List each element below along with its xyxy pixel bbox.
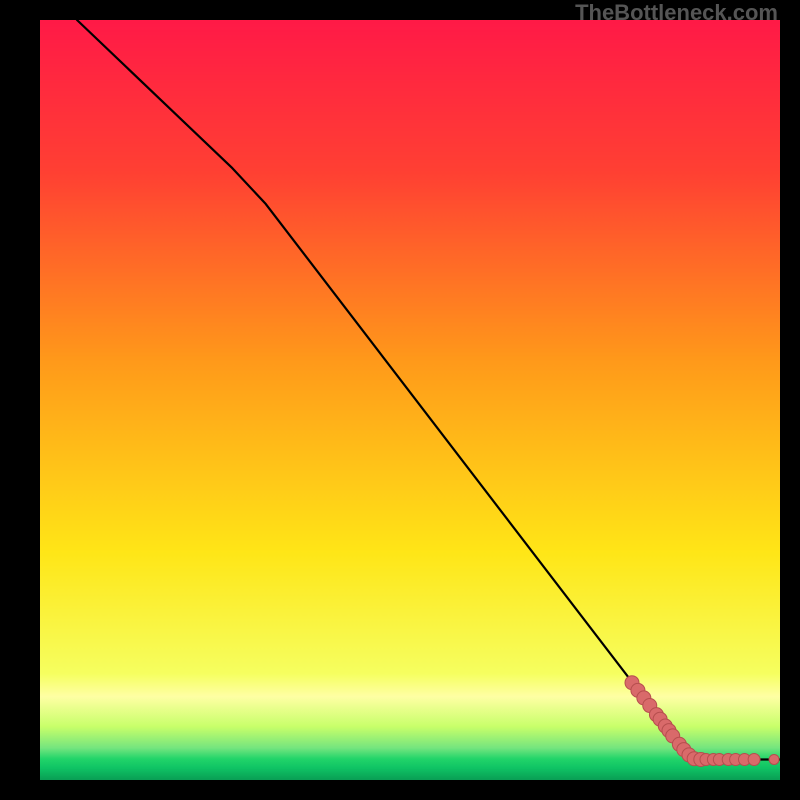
watermark-text: TheBottleneck.com [575,0,778,26]
data-marker [769,754,779,764]
data-marker [748,753,760,765]
bottleneck-curve [77,20,780,759]
chart-stage: TheBottleneck.com [0,0,800,800]
chart-overlay [0,0,800,800]
